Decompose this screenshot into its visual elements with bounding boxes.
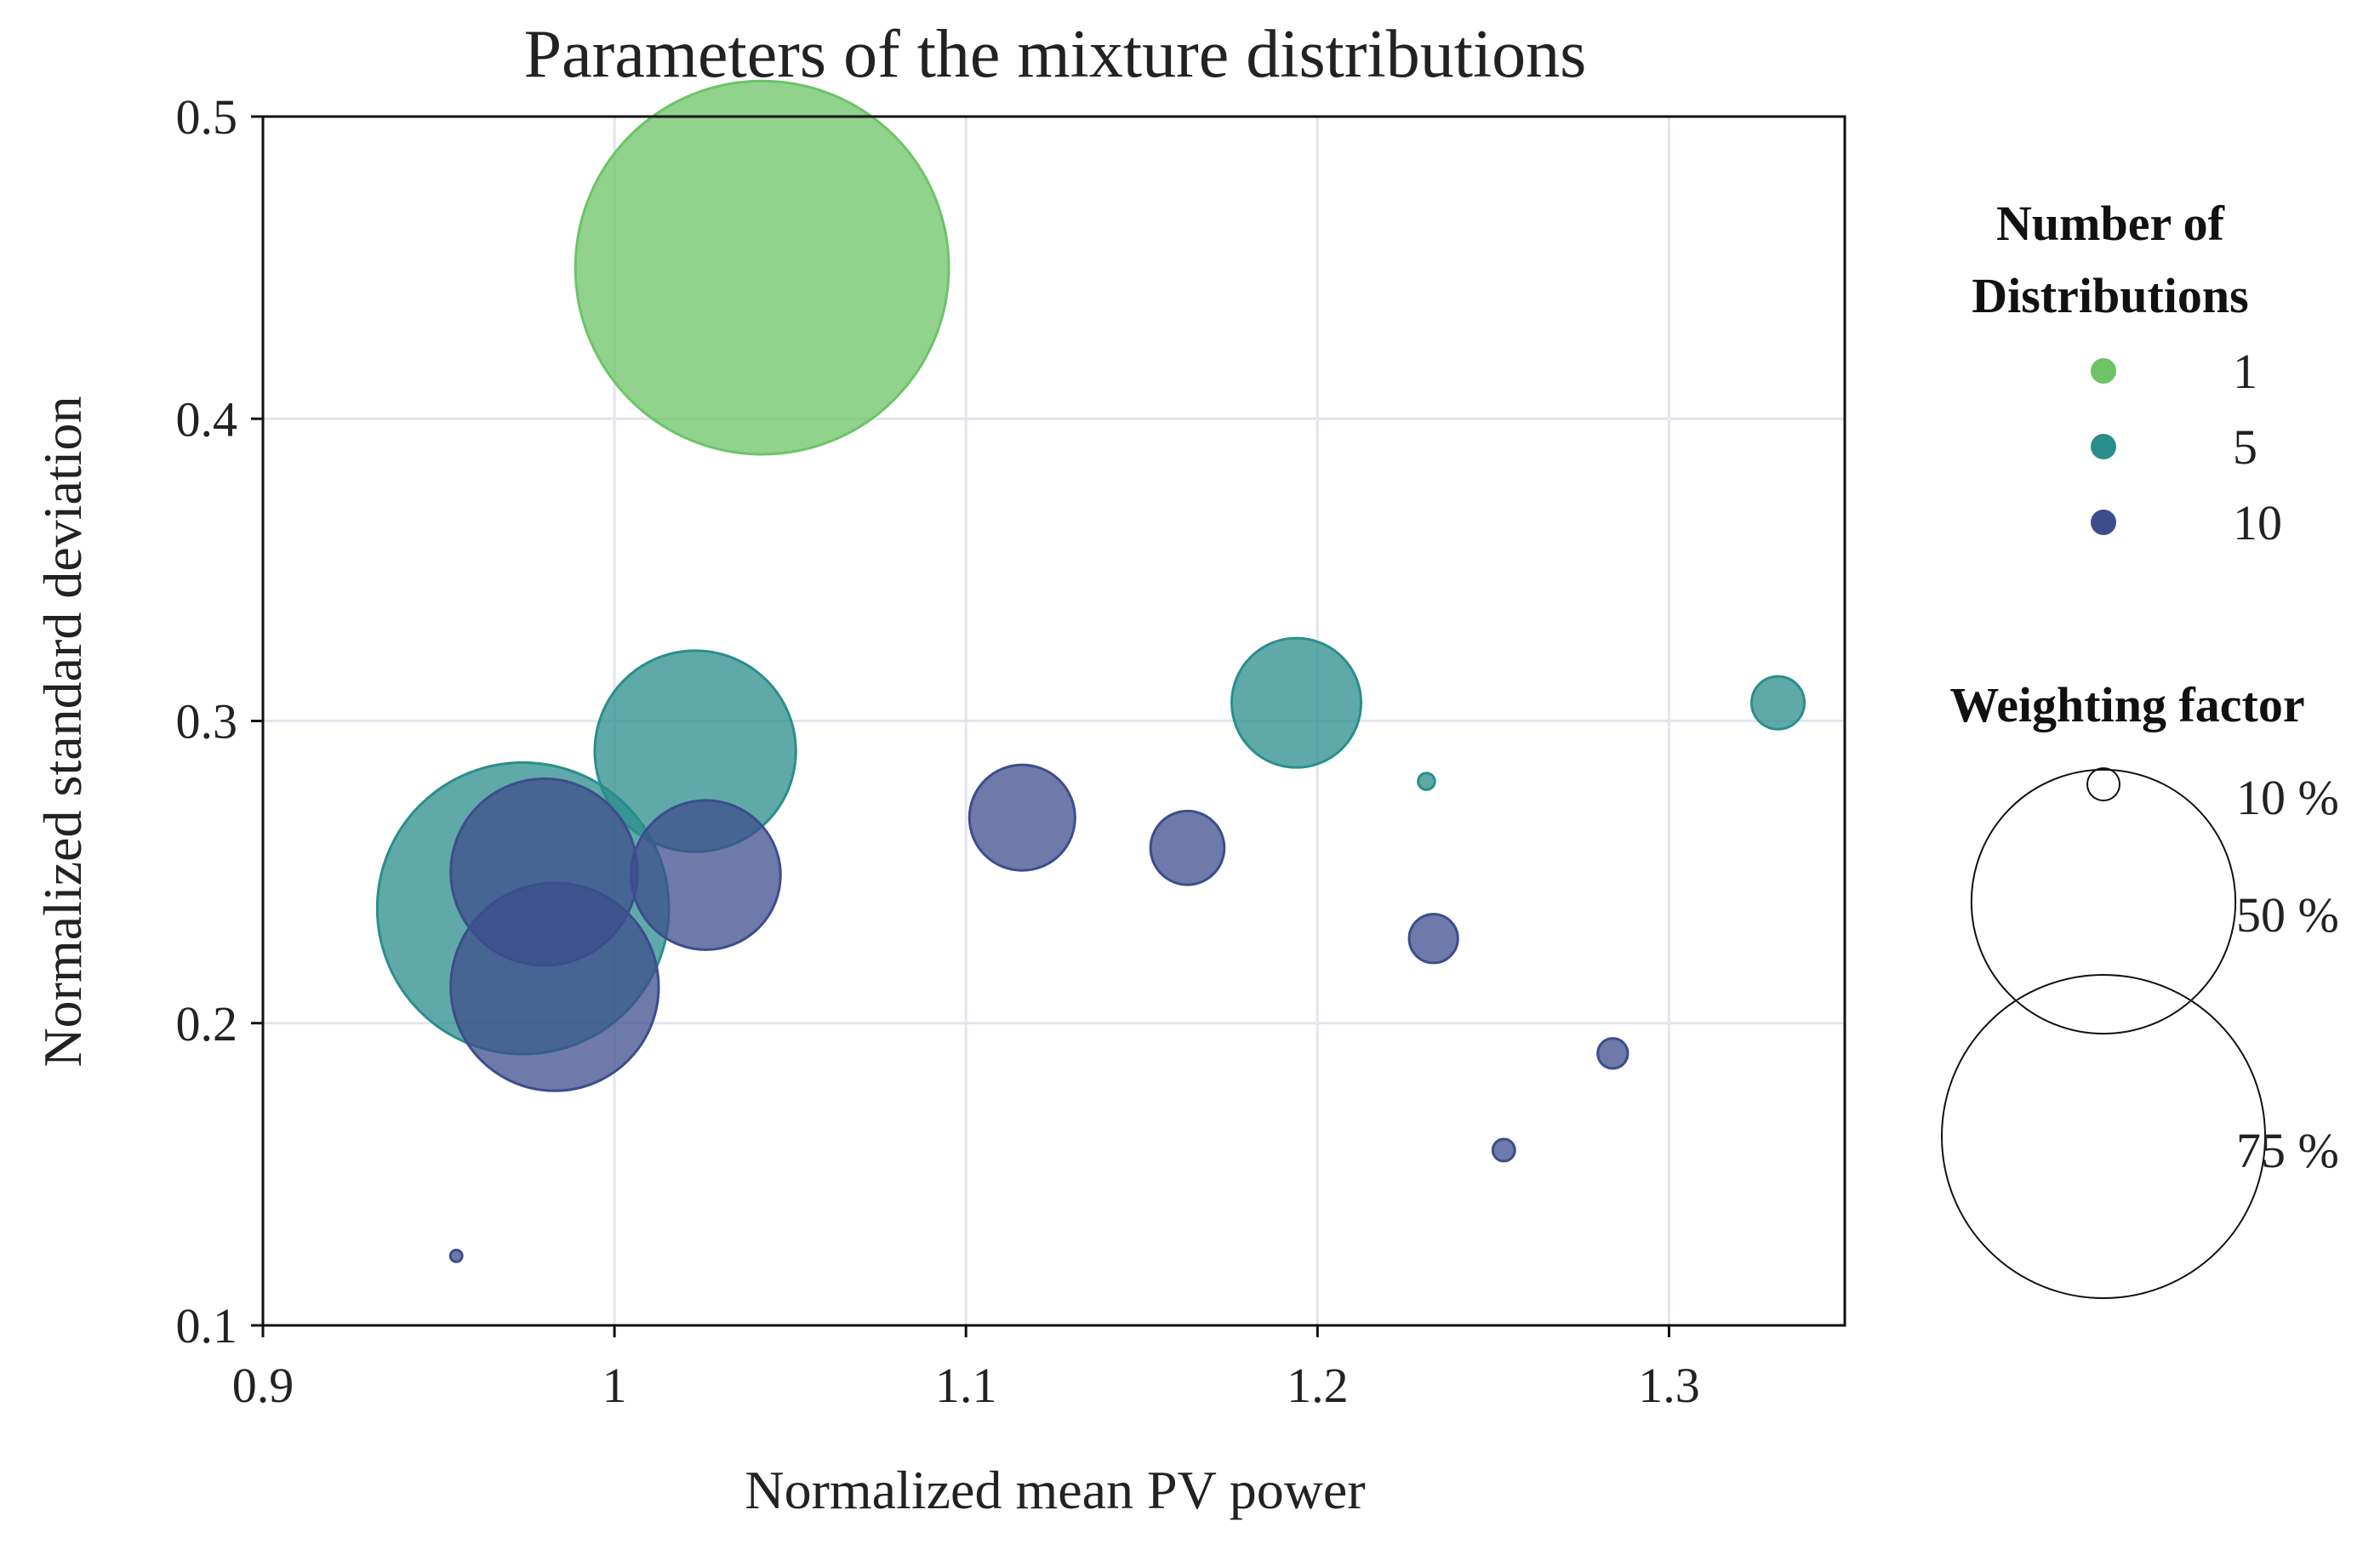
- x-tick-label: 0.9: [232, 1358, 294, 1413]
- x-axis-title: Normalized mean PV power: [745, 1460, 1365, 1520]
- bubble-point-n10: [1596, 1037, 1629, 1070]
- x-tick-label: 1.1: [935, 1358, 997, 1413]
- grid-lines: [261, 115, 1845, 1327]
- y-tick-label: 0.3: [176, 694, 238, 749]
- bubble-point-n1: [574, 79, 950, 456]
- bubble-point-n10: [449, 777, 639, 967]
- bubble-point-n10: [1407, 913, 1459, 965]
- legend-size-circle: [1970, 768, 2237, 1035]
- legend-color-title-line2: Distributions: [1972, 268, 2249, 323]
- legend-color-label: 5: [2233, 419, 2257, 475]
- bubble-point-n10: [1149, 809, 1226, 886]
- legend-color-title-line1: Number of: [1996, 196, 2225, 251]
- bubble-point-n5: [1230, 636, 1363, 769]
- bubble-point-n10: [630, 799, 782, 951]
- legend-color-swatch: [2091, 358, 2116, 384]
- y-tick-label: 0.4: [176, 391, 238, 447]
- legend-color-swatch: [2091, 434, 2116, 459]
- legend-size-circle: [2086, 767, 2120, 801]
- y-tick-label: 0.5: [176, 89, 238, 145]
- legend-size-entries: 10 % 50 % 75 %: [1941, 767, 2339, 1299]
- legend-size-label: 10 %: [2236, 770, 2339, 825]
- legend-size-title: Weighting factor: [1949, 677, 2304, 732]
- bubble-point-n10: [448, 1248, 464, 1263]
- legend-size-circle: [1941, 974, 2266, 1299]
- x-tick-label: 1.3: [1638, 1358, 1700, 1413]
- y-axis-title: Normalized standard deviation: [32, 396, 93, 1067]
- y-tick-label: 0.1: [176, 1298, 238, 1353]
- legend-size-label: 75 %: [2236, 1123, 2339, 1178]
- y-tick-label: 0.2: [176, 996, 238, 1051]
- bubble-point-n5: [1417, 772, 1436, 791]
- bubble-point-n10: [967, 763, 1076, 872]
- chart-title: Parameters of the mixture distributions: [524, 17, 1587, 92]
- bubble-point-n5: [1749, 675, 1806, 731]
- legend-color-swatch: [2091, 510, 2116, 535]
- legend-size-label: 50 %: [2236, 887, 2339, 943]
- bubble-point-n10: [1491, 1137, 1516, 1163]
- x-tick-label: 1: [602, 1358, 627, 1413]
- legend-color-label: 10: [2233, 495, 2282, 550]
- x-tick-label: 1.2: [1287, 1358, 1349, 1413]
- bubble-layer: [375, 79, 1806, 1263]
- axis-ticks: 0.9 1 1.1 1.2 1.3 0.1 0.2 0.3 0.4 0.5: [176, 89, 1700, 1413]
- legend-color-label: 1: [2233, 344, 2257, 399]
